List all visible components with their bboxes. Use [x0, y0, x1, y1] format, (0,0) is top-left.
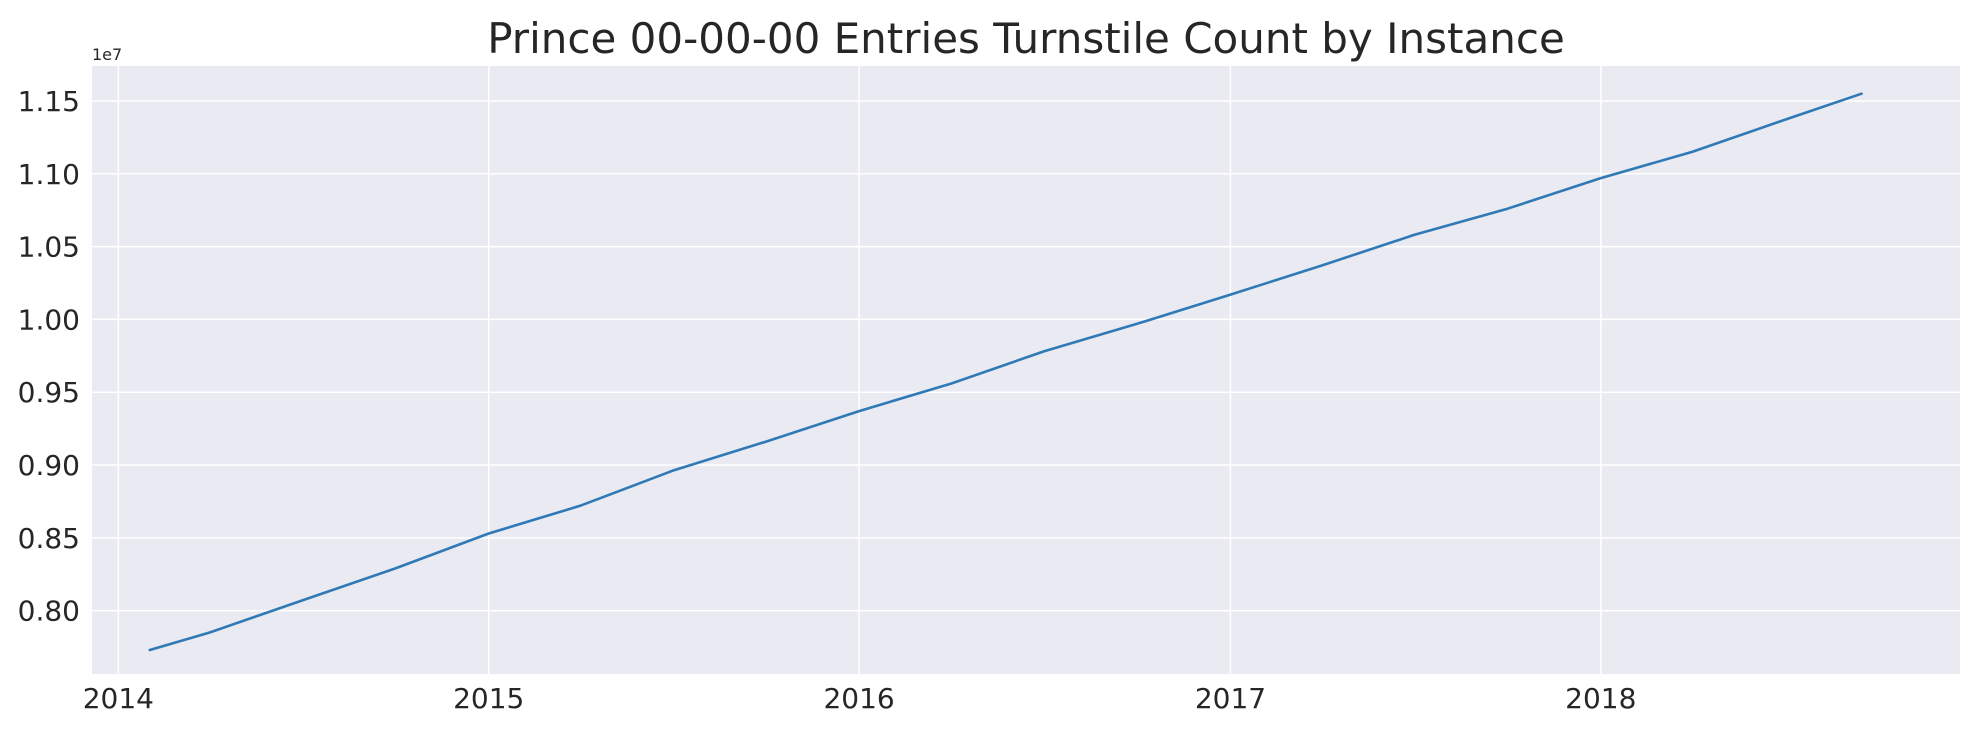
- grid-layer: [92, 66, 1960, 674]
- y-tick-label: 0.95: [18, 376, 80, 409]
- chart-title: Prince 00-00-00 Entries Turnstile Count …: [487, 14, 1565, 63]
- x-tick-label: 2015: [453, 682, 524, 715]
- y-tick-label: 0.90: [18, 449, 80, 482]
- y-tick-label: 1.10: [18, 158, 80, 191]
- y-tick-label: 1.05: [18, 231, 80, 264]
- y-tick-label: 1.00: [18, 303, 80, 336]
- series-layer: [148, 92, 1863, 652]
- x-tick-label: 2017: [1195, 682, 1266, 715]
- y-axis-offset-label: 1e7: [92, 45, 122, 64]
- y-tick-label: 1.15: [18, 85, 80, 118]
- x-tick-label: 2014: [83, 682, 154, 715]
- axis-layer: 0.80 0.85 0.90 0.95 1.00 1.05 1.10 1.15 2014 2015…: [18, 85, 1637, 715]
- series-line: [148, 92, 1863, 652]
- y-tick-label: 0.85: [18, 522, 80, 555]
- x-tick-label: 2016: [823, 682, 894, 715]
- x-tick-label: 2018: [1565, 682, 1636, 715]
- y-tick-label: 0.80: [18, 595, 80, 628]
- plot-area: [92, 66, 1960, 674]
